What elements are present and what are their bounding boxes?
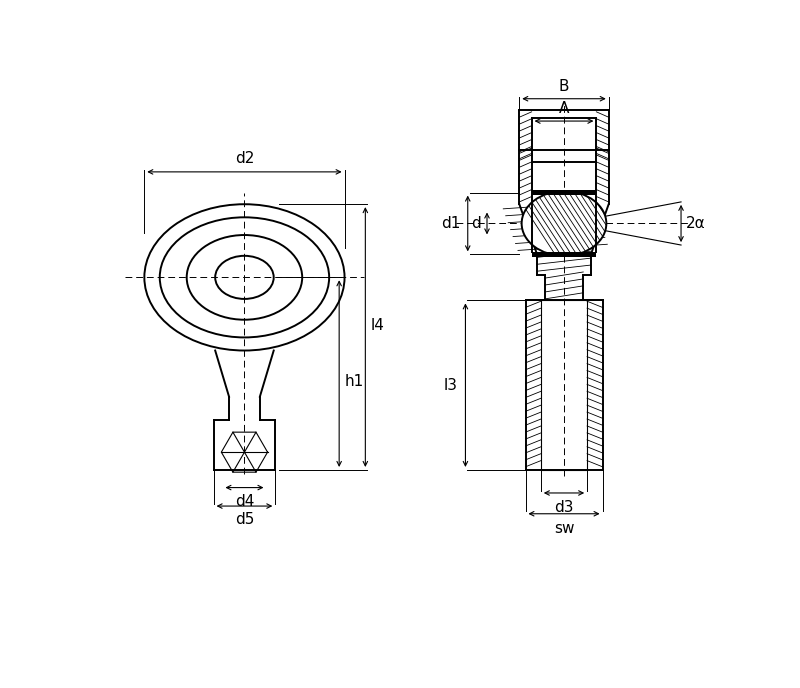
Text: 2α: 2α	[686, 216, 706, 231]
Text: B: B	[558, 79, 570, 94]
Text: d: d	[471, 216, 481, 231]
Text: l4: l4	[370, 318, 385, 333]
Text: h1: h1	[345, 374, 364, 389]
Text: d5: d5	[234, 513, 254, 527]
Text: l3: l3	[444, 378, 458, 393]
Text: A: A	[559, 101, 569, 116]
Text: d1: d1	[441, 216, 460, 231]
Ellipse shape	[522, 191, 606, 256]
Text: sw: sw	[554, 521, 574, 536]
Bar	[532, 190, 596, 195]
Bar	[532, 252, 596, 257]
Text: d4: d4	[234, 494, 254, 508]
Text: d3: d3	[554, 500, 574, 515]
Text: d2: d2	[234, 151, 254, 166]
